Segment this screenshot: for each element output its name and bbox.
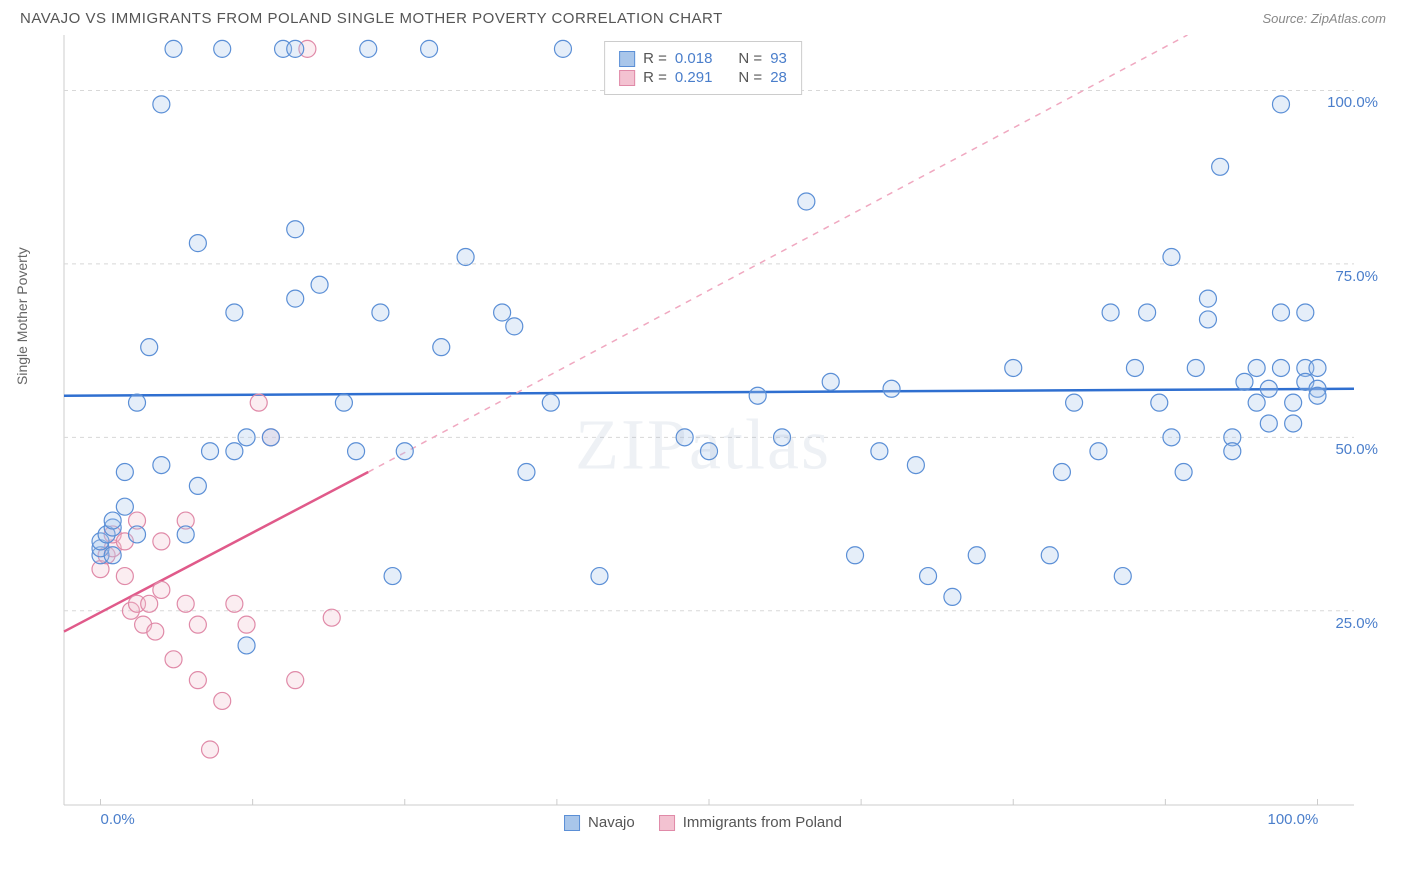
- chart-header: NAVAJO VS IMMIGRANTS FROM POLAND SINGLE …: [20, 10, 1386, 27]
- stats-row-poland: R = 0.291 N = 28: [619, 69, 787, 86]
- series-legend: Navajo Immigrants from Poland: [564, 814, 842, 831]
- chart-area: Single Mother Poverty ZIPatlas R = 0.018…: [20, 35, 1386, 855]
- stat-n-poland: 28: [770, 69, 787, 86]
- stat-r-poland: 0.291: [675, 69, 713, 86]
- y-tick-label: 50.0%: [1335, 441, 1378, 458]
- y-tick-label: 100.0%: [1327, 94, 1378, 111]
- source-attribution: Source: ZipAtlas.com: [1262, 11, 1386, 26]
- stats-legend: R = 0.018 N = 93 R = 0.291 N = 28: [604, 41, 802, 95]
- source-name: ZipAtlas.com: [1311, 11, 1386, 26]
- y-tick-label: 25.0%: [1335, 615, 1378, 632]
- chart-title: NAVAJO VS IMMIGRANTS FROM POLAND SINGLE …: [20, 10, 723, 27]
- legend-item-poland: Immigrants from Poland: [659, 814, 842, 831]
- y-axis-label: Single Mother Poverty: [14, 247, 30, 385]
- stat-n-navajo: 93: [770, 50, 787, 67]
- stat-r-label: R =: [643, 50, 667, 67]
- stat-n-label: N =: [738, 69, 762, 86]
- scatter-plot: [20, 35, 1356, 807]
- legend-label-poland: Immigrants from Poland: [683, 814, 842, 831]
- legend-label-navajo: Navajo: [588, 814, 635, 831]
- source-label: Source:: [1262, 11, 1310, 26]
- stats-row-navajo: R = 0.018 N = 93: [619, 50, 787, 67]
- x-tick-label: 100.0%: [1267, 811, 1318, 828]
- x-tick-label: 0.0%: [101, 811, 135, 828]
- y-tick-label: 75.0%: [1335, 268, 1378, 285]
- swatch-navajo: [619, 51, 635, 67]
- legend-swatch-poland: [659, 815, 675, 831]
- stat-r-label: R =: [643, 69, 667, 86]
- stat-r-navajo: 0.018: [675, 50, 713, 67]
- legend-swatch-navajo: [564, 815, 580, 831]
- swatch-poland: [619, 70, 635, 86]
- legend-item-navajo: Navajo: [564, 814, 635, 831]
- stat-n-label: N =: [738, 50, 762, 67]
